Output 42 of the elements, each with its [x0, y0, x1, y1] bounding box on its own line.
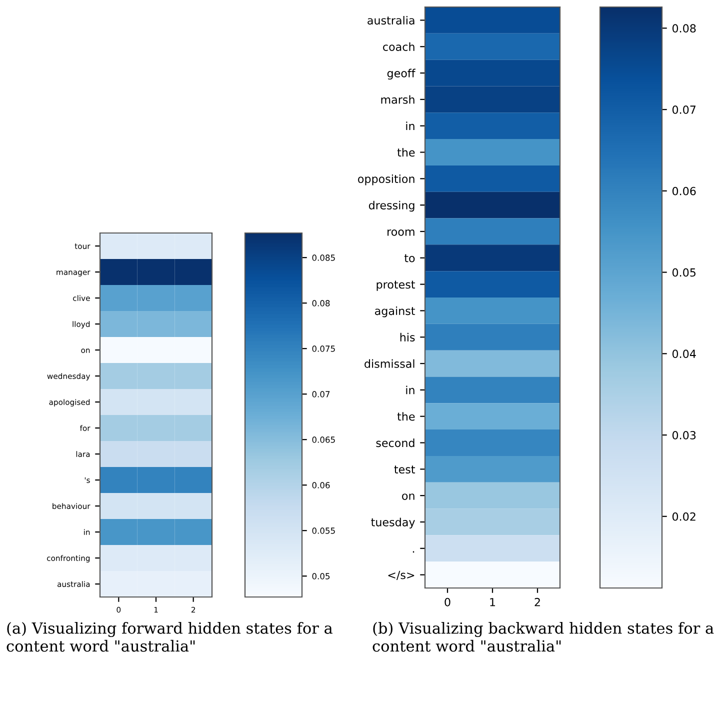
y-tick-label: .	[412, 551, 414, 553]
y-tick-label: the	[397, 148, 415, 157]
color-bar-label: 0.07	[672, 106, 696, 114]
color-bar-label: 0.05	[312, 573, 330, 580]
x-tick-label: 2	[534, 598, 540, 606]
y-tick-label: coach	[383, 42, 414, 51]
color-bar-label: 0.04	[672, 350, 696, 358]
y-tick-label: second	[376, 438, 414, 448]
text: (b) Visualizing backward hidden states for a content word "australia"	[372, 622, 714, 652]
y-tick-label: against	[375, 306, 416, 318]
y-tick-label: dressing	[368, 200, 414, 212]
y-tick-label: room	[388, 229, 414, 236]
y-tick-label: opposition	[358, 174, 414, 186]
color-bar-label: 0.06	[672, 186, 696, 196]
color-bar-label: 0.055	[312, 528, 335, 534]
y-tick-label: on	[402, 494, 414, 500]
color-bar-label: 0.02	[672, 512, 696, 521]
y-tick-label: marsh	[381, 95, 414, 104]
y-tick-label: to	[404, 254, 415, 262]
color-bar-label: 0.06	[312, 482, 330, 488]
text: (a) Visualizing forward hidden states for a content word "australia"	[6, 622, 332, 652]
y-tick-label: geoff	[387, 68, 416, 80]
x-tick-label: 0	[444, 598, 450, 606]
x-tick-label: 1	[490, 598, 496, 606]
y-tick-label: tuesday	[371, 518, 415, 529]
y-tick-label: the	[397, 412, 415, 421]
color-bar-label: 0.085	[312, 254, 335, 261]
color-bar-label: 0.075	[312, 346, 335, 352]
y-tick-label: in	[406, 122, 414, 130]
y-tick-label: </s>	[388, 570, 414, 580]
y-tick-label: protest	[376, 280, 416, 291]
y-tick-label: australia	[368, 16, 414, 25]
y-tick-label: dismissal	[364, 359, 414, 368]
y-tick-label: his	[400, 332, 415, 342]
color-bar-label: 0.08	[672, 24, 696, 33]
y-tick-label: test	[394, 466, 416, 474]
y-tick-label: in	[406, 386, 414, 394]
color-bar-label: 0.08	[312, 300, 330, 306]
color-bar-label: 0.03	[672, 430, 696, 440]
color-bar-label: 0.07	[312, 391, 330, 398]
color-bar-label: 0.05	[672, 268, 696, 277]
color-bar-label: 0.065	[312, 436, 335, 443]
